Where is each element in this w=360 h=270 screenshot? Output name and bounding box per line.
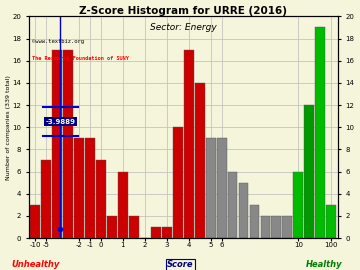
- Bar: [283, 216, 292, 238]
- Bar: [107, 216, 117, 238]
- Title: Z-Score Histogram for URRE (2016): Z-Score Histogram for URRE (2016): [79, 6, 287, 16]
- Bar: [162, 227, 172, 238]
- Bar: [326, 205, 336, 238]
- Bar: [304, 105, 314, 238]
- Text: -3.9889: -3.9889: [45, 119, 75, 125]
- Bar: [30, 205, 40, 238]
- Bar: [315, 28, 325, 238]
- Bar: [85, 138, 95, 238]
- Text: ©www.textbiz.org: ©www.textbiz.org: [32, 39, 84, 43]
- Bar: [271, 216, 281, 238]
- Bar: [74, 138, 84, 238]
- Bar: [217, 138, 226, 238]
- Bar: [129, 216, 139, 238]
- Text: Healthy: Healthy: [306, 260, 342, 269]
- Bar: [206, 138, 216, 238]
- Bar: [52, 50, 62, 238]
- Bar: [41, 160, 51, 238]
- Bar: [249, 205, 260, 238]
- Text: Unhealthy: Unhealthy: [12, 260, 60, 269]
- Bar: [184, 50, 194, 238]
- Bar: [173, 127, 183, 238]
- Bar: [63, 50, 73, 238]
- Bar: [118, 171, 128, 238]
- Bar: [96, 160, 106, 238]
- Bar: [293, 171, 303, 238]
- Bar: [261, 216, 270, 238]
- Text: Sector: Energy: Sector: Energy: [150, 23, 217, 32]
- Text: Score: Score: [167, 260, 193, 269]
- Bar: [228, 171, 238, 238]
- Y-axis label: Number of companies (339 total): Number of companies (339 total): [5, 75, 10, 180]
- Bar: [151, 227, 161, 238]
- Bar: [239, 183, 248, 238]
- Bar: [195, 83, 204, 238]
- Text: The Research Foundation of SUNY: The Research Foundation of SUNY: [32, 56, 129, 61]
